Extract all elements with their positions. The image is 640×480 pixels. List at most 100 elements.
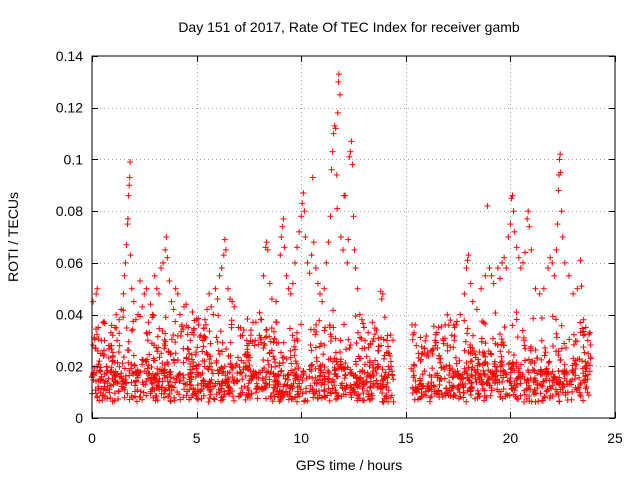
data-point (369, 319, 376, 326)
noise-point (139, 396, 146, 403)
plot-frame (91, 55, 616, 419)
data-point (328, 166, 335, 173)
noise-point (285, 376, 292, 383)
noise-point (226, 390, 233, 397)
noise-point (485, 348, 492, 355)
noise-point (426, 372, 433, 379)
noise-point (289, 332, 296, 339)
noise-point (342, 371, 349, 378)
data-point (577, 257, 584, 264)
noise-point (384, 379, 391, 386)
data-point (164, 254, 171, 261)
noise-point (352, 358, 359, 365)
y-tick-label: 0 (75, 410, 83, 426)
data-point (221, 236, 228, 243)
noise-point (235, 393, 242, 400)
noise-point (550, 374, 557, 381)
noise-point (95, 383, 102, 390)
noise-point (526, 382, 533, 389)
noise-point (229, 393, 236, 400)
noise-point (245, 352, 252, 359)
noise-point (172, 339, 179, 346)
noise-point (328, 379, 335, 386)
data-point (490, 280, 497, 287)
noise-point (341, 321, 348, 328)
noise-point (543, 388, 550, 395)
data-point (127, 159, 134, 166)
data-point (342, 192, 349, 199)
data-point (515, 254, 522, 261)
tick-marks (92, 56, 616, 419)
noise-point (316, 343, 323, 350)
noise-point (292, 346, 299, 353)
noise-point (577, 319, 584, 326)
noise-point (272, 377, 279, 384)
noise-point (436, 377, 443, 384)
noise-point (159, 360, 166, 367)
noise-point (210, 395, 217, 402)
noise-point (218, 364, 225, 371)
noise-point (462, 338, 469, 345)
noise-point (107, 342, 114, 349)
noise-point (362, 337, 369, 344)
data-point (114, 337, 121, 344)
noise-point (453, 318, 460, 325)
noise-point (464, 387, 471, 394)
data-point (336, 91, 343, 98)
noise-point (523, 379, 530, 386)
noise-point (342, 391, 349, 398)
noise-point (546, 377, 553, 384)
data-point (464, 257, 471, 264)
noise-point (375, 343, 382, 350)
noise-point (485, 367, 492, 374)
noise-point (569, 376, 576, 383)
noise-point (172, 318, 179, 325)
noise-point (410, 368, 417, 375)
noise-point (274, 378, 281, 385)
noise-point (128, 361, 135, 368)
noise-point (577, 393, 584, 400)
noise-point (409, 384, 416, 391)
noise-point (456, 389, 463, 396)
noise-point (584, 371, 591, 378)
noise-point (281, 381, 288, 388)
noise-point (464, 325, 471, 332)
noise-point (510, 391, 517, 398)
data-point (287, 290, 294, 297)
noise-point (91, 336, 98, 343)
noise-point (187, 360, 194, 367)
noise-point (500, 342, 507, 349)
noise-point (356, 395, 363, 402)
noise-point (385, 387, 392, 394)
noise-point (251, 371, 258, 378)
data-point (565, 272, 572, 279)
data-point (145, 319, 152, 326)
noise-point (316, 373, 323, 380)
noise-point (429, 350, 436, 357)
data-point (444, 347, 451, 354)
noise-point (183, 322, 190, 329)
data-point (314, 280, 321, 287)
noise-point (268, 325, 275, 332)
noise-point (479, 318, 486, 325)
noise-point (382, 383, 389, 390)
noise-point (526, 392, 533, 399)
noise-point (470, 332, 477, 339)
noise-point (556, 398, 563, 405)
noise-point (238, 385, 245, 392)
noise-point (332, 396, 339, 403)
noise-point (515, 365, 522, 372)
noise-point (371, 325, 378, 332)
data-point (279, 223, 286, 230)
noise-point (198, 395, 205, 402)
noise-point (232, 362, 239, 369)
noise-point (551, 373, 558, 380)
noise-point (383, 395, 390, 402)
data-point (448, 332, 455, 339)
noise-point (325, 370, 332, 377)
noise-point (552, 316, 559, 323)
data-point (172, 285, 179, 292)
noise-point (460, 394, 467, 401)
noise-point (572, 384, 579, 391)
noise-point (411, 362, 418, 369)
